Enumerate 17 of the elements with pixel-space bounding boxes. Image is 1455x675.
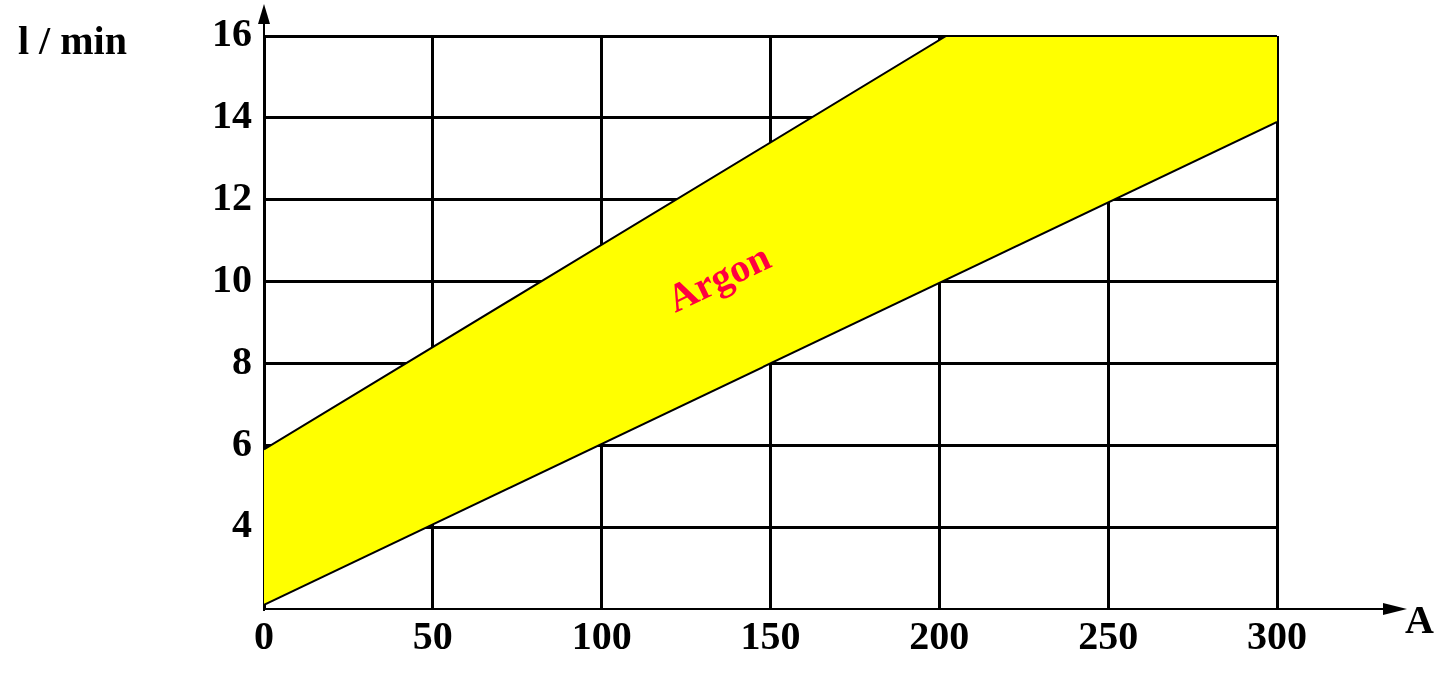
x-axis-title: A	[1405, 597, 1434, 643]
y-tick-label: 4	[232, 501, 252, 547]
x-tick-label: 200	[909, 613, 970, 659]
y-tick-label: 6	[232, 419, 252, 465]
series-label: Argon	[659, 233, 778, 322]
x-tick-label: 0	[254, 613, 274, 659]
y-axis-title: l / min	[18, 18, 127, 64]
x-tick-label: 150	[740, 613, 801, 659]
y-tick-label: 16	[212, 10, 252, 56]
x-tick-label: 50	[412, 613, 453, 659]
y-tick-label: 14	[212, 92, 252, 138]
x-tick-label: 250	[1078, 613, 1139, 659]
x-tick-label: 300	[1247, 613, 1307, 659]
y-tick-label: 10	[212, 255, 252, 301]
y-tick-label: 8	[232, 337, 252, 383]
x-tick-label: 100	[571, 613, 632, 659]
y-tick-label: 12	[212, 174, 252, 220]
